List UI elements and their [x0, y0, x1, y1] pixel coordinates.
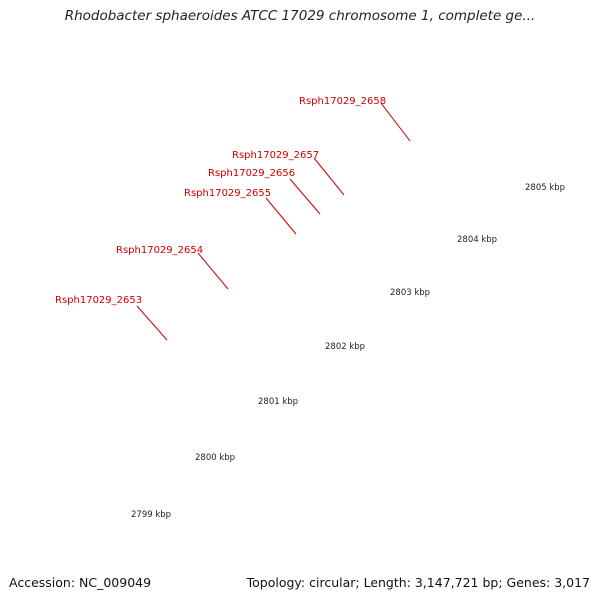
position-label: 2805 kbp: [525, 183, 565, 193]
position-labels: 2799 kbp 2800 kbp 2801 kbp 2802 kbp 2803 kbp…: [131, 183, 565, 520]
position-label: 2804 kbp: [457, 235, 497, 245]
leader-line: [265, 197, 297, 235]
position-label: 2801 kbp: [258, 397, 298, 407]
leader-line: [136, 305, 168, 341]
gene-label[interactable]: Rsph17029_2656: [208, 168, 295, 179]
leader-line: [197, 252, 229, 290]
gene-label[interactable]: Rsph17029_2658: [299, 96, 386, 107]
leader-line: [313, 157, 345, 196]
leader-line: [380, 102, 411, 142]
position-label: 2802 kbp: [325, 342, 365, 352]
position-label: 2803 kbp: [390, 288, 430, 298]
position-label: 2799 kbp: [131, 510, 171, 520]
leader-line: [289, 178, 321, 215]
gene-label[interactable]: Rsph17029_2653: [55, 295, 142, 306]
label-leader-lines: [136, 102, 411, 341]
gene-label[interactable]: Rsph17029_2657: [232, 150, 319, 161]
gene-labels: Rsph17029_2658 Rsph17029_2657 Rsph17029_26…: [55, 96, 386, 306]
gene-label[interactable]: Rsph17029_2655: [184, 188, 271, 199]
position-label: 2800 kbp: [195, 453, 235, 463]
map-title: Rhodobacter sphaeroides ATCC 17029 chrom…: [64, 8, 536, 24]
gene-label[interactable]: Rsph17029_2654: [116, 245, 203, 256]
accession-text: Accession: NC_009049: [9, 575, 152, 590]
genome-summary-text: Topology: circular; Length: 3,147,721 bp…: [246, 575, 590, 590]
